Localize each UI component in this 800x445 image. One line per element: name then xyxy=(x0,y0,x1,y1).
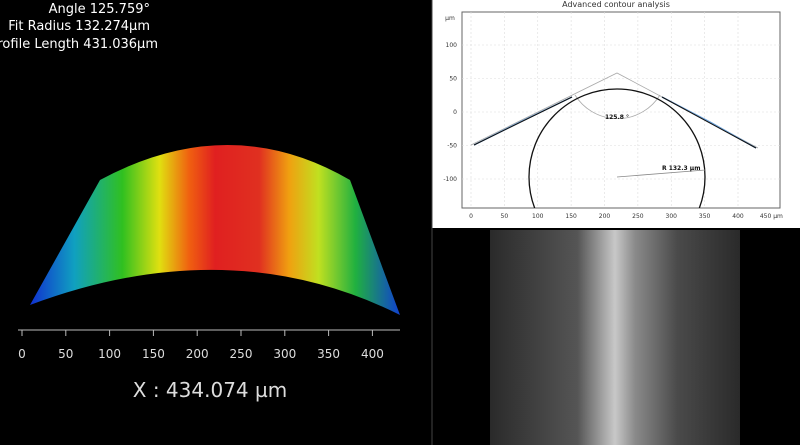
fit-circle xyxy=(528,88,706,208)
y-unit: µm xyxy=(445,15,455,22)
fit-line-right xyxy=(661,96,757,149)
y-tick-label: 0 xyxy=(453,109,457,116)
y-tick-label: -50 xyxy=(447,143,457,150)
x-tick-label: 300 xyxy=(273,347,296,361)
x-tick-label: 200 xyxy=(599,213,611,220)
fit-line-left xyxy=(473,96,573,146)
angle-readout: Angle 125.759° xyxy=(49,2,150,17)
x-tick-label: 100 xyxy=(98,347,121,361)
y-tick-label: 50 xyxy=(449,76,457,83)
angle-label: 125.8 ° xyxy=(605,114,629,121)
x-tick-label: 150 xyxy=(565,213,577,220)
x-tick-label: 200 xyxy=(186,347,209,361)
radius-label: R 132.3 µm xyxy=(662,165,700,172)
x-tick-label: 50 xyxy=(501,213,509,220)
contour-panel xyxy=(432,0,800,228)
x-tick-label: 150 xyxy=(142,347,165,361)
grid: 100 50 0 -50 -100 0 50 100 150 200 250 300 350 400 450… xyxy=(443,12,783,220)
x-tick-label: 50 xyxy=(58,347,73,361)
contour-plot xyxy=(470,72,759,208)
x-tick-label: 250 xyxy=(632,213,644,220)
y-tick-label: 100 xyxy=(446,42,458,49)
profile-length-readout: Profile Length 431.036µm xyxy=(0,37,158,52)
radius-line xyxy=(616,169,706,178)
x-tick-label: 400 xyxy=(732,213,744,220)
x-tick-label: 100 xyxy=(532,213,544,220)
y-tick-label: -100 xyxy=(443,176,457,183)
x-tick-label: 300 xyxy=(666,213,678,220)
x-readout: X : 434.074 µm xyxy=(133,378,287,402)
x-axis-3d: 0 50 100 150 200 250 300 350 400 xyxy=(18,330,384,361)
x-tick-label: 350 xyxy=(699,213,711,220)
microscope-image xyxy=(490,230,740,445)
x-tick-label: 350 xyxy=(317,347,340,361)
x-tick-label: 400 xyxy=(361,347,384,361)
x-tick-label: 0 xyxy=(469,213,473,220)
x-tick-label: 450 µm xyxy=(760,213,783,220)
angle-arc xyxy=(574,94,661,120)
x-tick-label: 250 xyxy=(230,347,253,361)
surface-render xyxy=(30,145,400,315)
contour-title: Advanced contour analysis xyxy=(562,0,670,9)
fit-radius-readout: Fit Radius 132.274µm xyxy=(8,19,150,34)
x-tick-label: 0 xyxy=(18,347,26,361)
plot-frame xyxy=(461,11,781,209)
